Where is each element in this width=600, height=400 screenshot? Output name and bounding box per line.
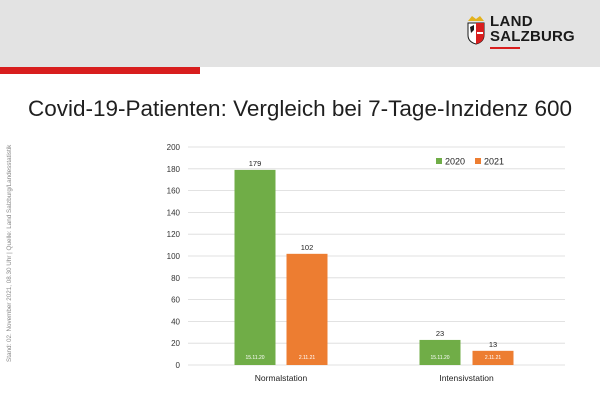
date-label: 15.11.20 bbox=[430, 355, 449, 361]
date-label: 15.11.20 bbox=[245, 355, 264, 361]
y-tick-label: 60 bbox=[171, 296, 180, 305]
value-label: 102 bbox=[301, 243, 314, 252]
y-tick-label: 180 bbox=[167, 165, 181, 174]
category-label: Normalstation bbox=[255, 373, 308, 383]
legend: 2020 2021 bbox=[436, 157, 504, 167]
value-label: 23 bbox=[436, 329, 444, 338]
page-title: Covid-19-Patienten: Vergleich bei 7-Tage… bbox=[27, 96, 573, 121]
y-tick-label: 0 bbox=[176, 361, 181, 370]
data-labels: 179 15.11.20 102 2.11.21 23 15.11.20 13 2.11.21 bbox=[245, 159, 501, 361]
logo-line-salzburg: SALZBURG bbox=[490, 28, 575, 45]
bar-2020-intensivstation bbox=[419, 339, 461, 365]
y-tick-label: 40 bbox=[171, 317, 180, 326]
category-label: Intensivstation bbox=[439, 373, 494, 383]
legend-label: 2020 bbox=[445, 157, 465, 167]
bar-2020-normalstation bbox=[234, 169, 276, 365]
land-salzburg-logo: LAND SALZBURG bbox=[466, 14, 576, 58]
legend-swatch-2021 bbox=[475, 158, 481, 164]
header-band bbox=[0, 0, 600, 67]
bar-2021-intensivstation bbox=[472, 350, 514, 365]
bar-2021-normalstation bbox=[286, 253, 328, 365]
y-tick-label: 100 bbox=[167, 252, 181, 261]
y-tick-label: 120 bbox=[167, 230, 181, 239]
value-label: 179 bbox=[249, 159, 262, 168]
logo-text: LAND SALZBURG bbox=[490, 14, 575, 44]
y-tick-label: 200 bbox=[167, 143, 181, 152]
coat-of-arms-icon bbox=[467, 16, 485, 45]
accent-red-bar bbox=[0, 67, 200, 74]
y-tick-label: 140 bbox=[167, 208, 181, 217]
y-axis: 0 20 40 60 80 100 120 140 160 180 200 bbox=[167, 143, 181, 370]
y-tick-label: 160 bbox=[167, 187, 181, 196]
date-label: 2.11.21 bbox=[485, 355, 502, 361]
bars bbox=[234, 169, 514, 365]
y-tick-label: 20 bbox=[171, 339, 180, 348]
y-tick-label: 80 bbox=[171, 274, 180, 283]
legend-label: 2021 bbox=[484, 157, 504, 167]
legend-swatch-2020 bbox=[436, 158, 442, 164]
value-label: 13 bbox=[489, 340, 497, 349]
date-label: 2.11.21 bbox=[299, 355, 316, 361]
x-axis: Normalstation Intensivstation bbox=[255, 373, 494, 383]
logo-underline bbox=[490, 47, 520, 49]
logo-line-land: LAND bbox=[490, 13, 533, 30]
